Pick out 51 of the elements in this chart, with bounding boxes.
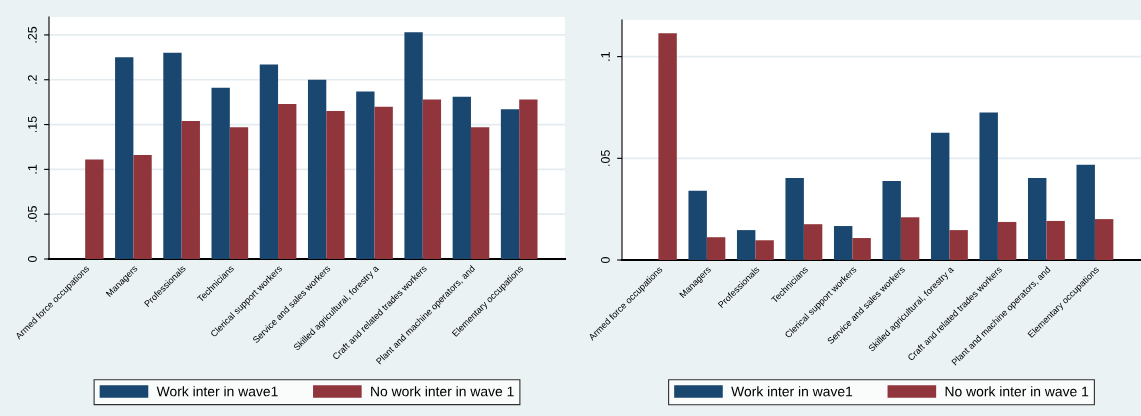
bar xyxy=(356,91,375,259)
bar xyxy=(326,111,345,259)
bar xyxy=(163,52,182,259)
bar xyxy=(785,178,804,260)
bar xyxy=(1094,219,1114,260)
bar xyxy=(422,99,442,259)
legend-label: No work inter in wave 1 xyxy=(371,386,514,397)
y-tick-label: .05 xyxy=(27,206,37,222)
bar xyxy=(736,230,756,260)
bar xyxy=(259,64,279,259)
bar xyxy=(997,221,1017,260)
bar xyxy=(852,238,871,260)
bar xyxy=(1046,220,1065,260)
bar xyxy=(470,127,490,259)
legend-label: Work inter in wave1 xyxy=(731,386,853,397)
bar xyxy=(706,237,726,260)
bar xyxy=(229,127,249,259)
bar xyxy=(115,57,134,259)
bar xyxy=(307,79,327,259)
y-tick-label: .1 xyxy=(601,52,610,61)
bar xyxy=(930,132,950,260)
bar xyxy=(882,181,901,260)
bar xyxy=(900,217,920,260)
y-tick-label: .15 xyxy=(28,116,37,133)
legend-label: No work inter in wave 1 xyxy=(945,386,1089,397)
bar xyxy=(181,120,200,259)
bar xyxy=(1027,178,1047,260)
y-tick-label: .25 xyxy=(27,26,37,43)
bar xyxy=(211,87,230,259)
y-tick-label: 0 xyxy=(600,257,610,263)
bar xyxy=(979,112,998,260)
y-tick-label: .1 xyxy=(28,164,37,174)
bar xyxy=(658,33,677,260)
bar xyxy=(519,99,538,259)
y-tick-label: .2 xyxy=(27,75,37,84)
legend-label: Work inter in wave1 xyxy=(156,386,278,397)
bar xyxy=(404,32,423,259)
bar xyxy=(755,240,774,260)
bar xyxy=(1076,164,1095,260)
bar xyxy=(133,155,152,259)
bar xyxy=(833,226,853,260)
bar xyxy=(374,106,393,259)
bar xyxy=(278,103,297,259)
bar xyxy=(803,224,823,260)
y-tick-label: 0 xyxy=(27,256,37,262)
bar xyxy=(949,230,968,260)
bar xyxy=(85,159,104,259)
y-tick-label: .05 xyxy=(600,150,610,166)
bar xyxy=(452,96,471,259)
bar xyxy=(688,190,707,260)
bar xyxy=(500,109,520,259)
